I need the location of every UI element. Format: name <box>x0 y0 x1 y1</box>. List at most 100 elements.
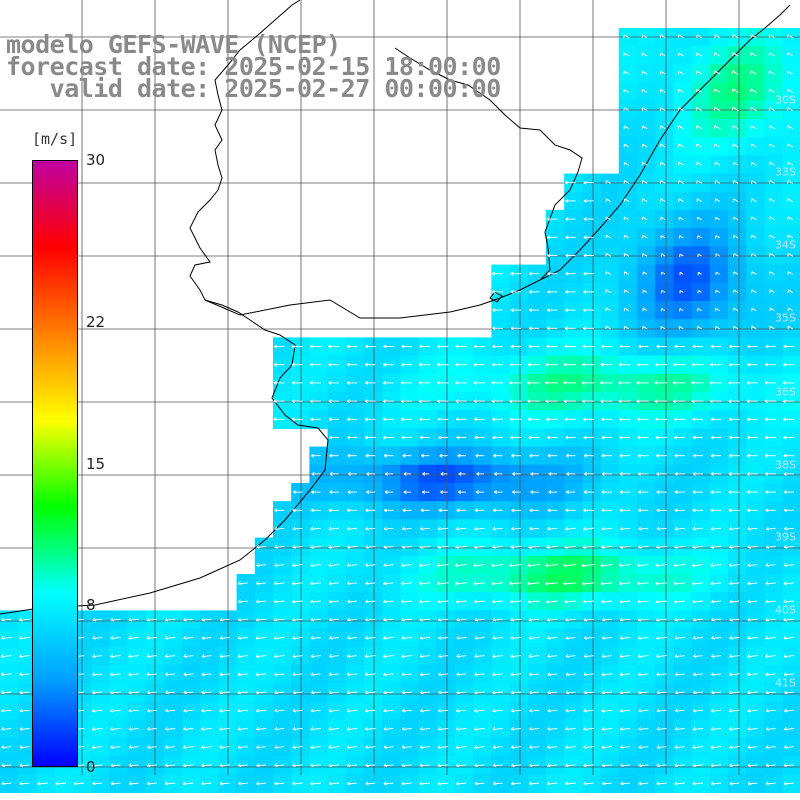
wind-arrow-head <box>733 271 737 275</box>
wind-arrow-head <box>656 726 661 731</box>
wind-arrow <box>693 673 703 676</box>
wind-arrow <box>620 728 631 730</box>
wind-arrow <box>692 600 704 603</box>
wind-arrow-head <box>619 453 623 458</box>
wind-arrow-head <box>623 89 627 93</box>
wind-arrow-head <box>619 672 623 676</box>
wind-arrow <box>128 655 139 658</box>
wind-arrow-head <box>492 745 497 749</box>
wind-arrow <box>274 655 285 658</box>
wind-arrow-head <box>329 654 333 658</box>
wind-arrow-head <box>474 508 478 513</box>
wind-arrow <box>346 727 358 730</box>
wind-arrow-head <box>310 399 314 403</box>
wind-arrow-head <box>147 726 151 731</box>
wind-arrow-head <box>401 763 406 767</box>
wind-arrow-head <box>765 490 769 494</box>
wind-arrow-head <box>401 544 406 549</box>
wind-arrow-head <box>747 690 751 695</box>
wind-arrow-head <box>383 781 388 786</box>
wind-arrow-head <box>563 581 567 586</box>
wind-arrow-head <box>402 526 406 531</box>
wind-arrow-head <box>274 690 278 695</box>
wind-arrow <box>491 564 504 567</box>
wind-arrow <box>238 764 248 767</box>
wind-arrow <box>219 727 230 730</box>
wind-arrow-head <box>328 435 333 440</box>
wind-arrow-head <box>510 708 515 713</box>
wind-arrow-head <box>347 654 351 658</box>
wind-arrow-head <box>547 308 551 312</box>
wind-arrow <box>328 764 340 767</box>
wind-arrow-head <box>418 381 422 385</box>
wind-arrow-head <box>601 453 605 458</box>
wind-arrow-head <box>328 508 332 513</box>
wind-arrow-head <box>747 763 752 767</box>
wind-arrow-head <box>661 290 665 294</box>
wind-arrow-head <box>659 161 664 166</box>
wind-arrow <box>638 709 649 712</box>
wind-arrow <box>401 564 412 567</box>
wind-arrow <box>238 746 249 749</box>
wind-arrow <box>583 709 594 712</box>
wind-arrow-head <box>509 581 513 586</box>
wind-arrow <box>601 527 613 530</box>
wind-arrow-head <box>583 654 588 658</box>
wind-arrow-head <box>19 654 23 658</box>
wind-arrow-head <box>679 253 683 258</box>
wind-arrow-head <box>309 362 313 367</box>
wind-arrow <box>437 545 449 548</box>
wind-arrow-head <box>714 52 718 56</box>
wind-arrow <box>311 673 321 676</box>
wind-arrow <box>747 728 758 730</box>
wind-arrow <box>563 564 577 567</box>
wind-arrow <box>602 782 612 785</box>
wind-arrow <box>673 564 686 567</box>
wind-arrow <box>729 673 740 676</box>
wind-arrow <box>401 582 412 585</box>
wind-arrow-head <box>564 417 568 422</box>
wind-arrow <box>128 709 139 712</box>
wind-arrow-head <box>255 635 260 640</box>
wind-arrow-head <box>492 654 496 658</box>
wind-arrow-head <box>419 654 424 658</box>
wind-arrow <box>1 764 12 767</box>
wind-arrow-head <box>309 381 314 385</box>
wind-arrow-head <box>383 745 388 749</box>
wind-arrow <box>619 582 631 585</box>
wind-arrow-head <box>545 381 549 385</box>
wind-arrow-head <box>765 690 769 695</box>
wind-arrow-head <box>783 781 788 786</box>
wind-arrow-head <box>605 234 610 239</box>
wind-arrow <box>765 636 776 639</box>
wind-arrow-head <box>583 781 587 786</box>
wind-arrow <box>183 618 194 621</box>
wind-arrow <box>765 600 776 603</box>
wind-arrow-head <box>655 362 659 367</box>
wind-arrow-head <box>565 235 569 240</box>
wind-arrow-head <box>346 526 351 531</box>
wind-arrow-head <box>474 726 478 731</box>
wind-arrow <box>766 527 776 530</box>
wind-arrow <box>165 764 176 767</box>
latitude-label: 41S <box>775 676 796 690</box>
wind-arrow-head <box>769 307 773 312</box>
wind-arrow <box>328 709 340 712</box>
wind-arrow-head <box>328 581 332 585</box>
wind-arrow-head <box>768 70 773 75</box>
wind-arrow <box>456 709 467 712</box>
wind-arrow <box>147 782 158 785</box>
wind-arrow <box>492 545 503 548</box>
wind-arrow <box>419 564 431 567</box>
wind-arrow-head <box>623 307 628 312</box>
wind-arrow-head <box>783 690 788 695</box>
wind-arrow <box>1 746 12 749</box>
wind-arrow <box>547 691 558 694</box>
wind-arrow-head <box>565 290 569 294</box>
wind-arrow-head <box>678 198 682 202</box>
wind-arrow-head <box>709 381 713 385</box>
wind-arrow-head <box>783 563 788 567</box>
wind-arrow-head <box>110 708 114 713</box>
wind-arrow-head <box>582 326 586 331</box>
wind-arrow-head <box>710 781 715 786</box>
